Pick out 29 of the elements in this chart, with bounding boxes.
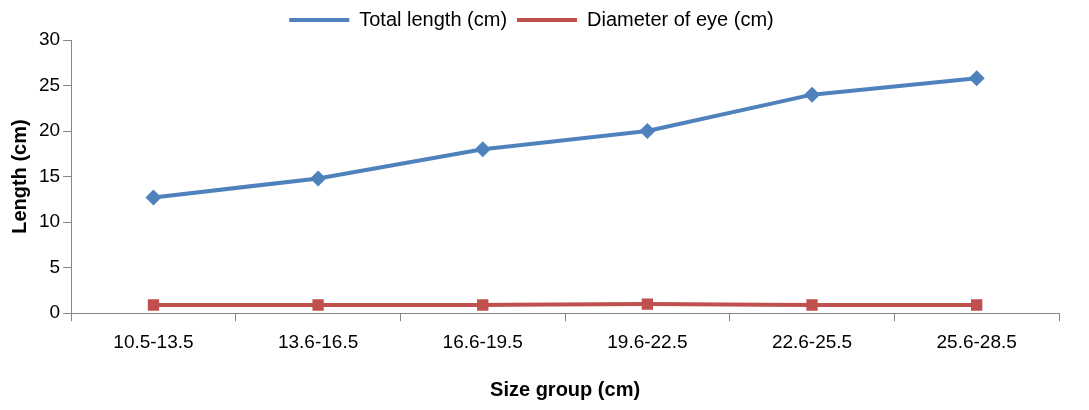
y-tick-label: 25 bbox=[38, 73, 61, 95]
point bbox=[145, 189, 162, 206]
y-tick-label: 20 bbox=[38, 119, 61, 141]
point bbox=[971, 299, 983, 311]
point bbox=[474, 141, 491, 158]
point bbox=[639, 123, 656, 140]
x-axis-title: Size group (cm) bbox=[490, 377, 641, 400]
point bbox=[147, 299, 160, 311]
legend-label: Total length (cm) bbox=[359, 7, 508, 30]
y-axis-title: Length (cm) bbox=[7, 119, 30, 234]
point bbox=[806, 299, 818, 311]
x-tick-label: 10.5-13.5 bbox=[113, 330, 194, 352]
x-tick-label: 22.6-25.5 bbox=[771, 330, 853, 352]
x-tick-label: 13.6-16.5 bbox=[277, 330, 359, 352]
point bbox=[641, 298, 654, 310]
point bbox=[804, 86, 821, 103]
x-tick-label: 19.6-22.5 bbox=[607, 330, 688, 352]
point bbox=[312, 299, 324, 311]
y-tick-label: 10 bbox=[38, 210, 61, 232]
y-tick-label: 0 bbox=[49, 301, 61, 323]
legend-label: Diameter of eye (cm) bbox=[587, 7, 774, 30]
y-tick-label: 15 bbox=[38, 164, 61, 186]
x-tick-label: 16.6-19.5 bbox=[442, 330, 523, 352]
y-tick-label: 30 bbox=[38, 28, 61, 50]
point bbox=[477, 299, 489, 311]
x-tick-label: 25.6-28.5 bbox=[936, 330, 1017, 352]
y-tick-label: 5 bbox=[49, 255, 61, 277]
point bbox=[310, 170, 327, 187]
point bbox=[968, 70, 985, 87]
